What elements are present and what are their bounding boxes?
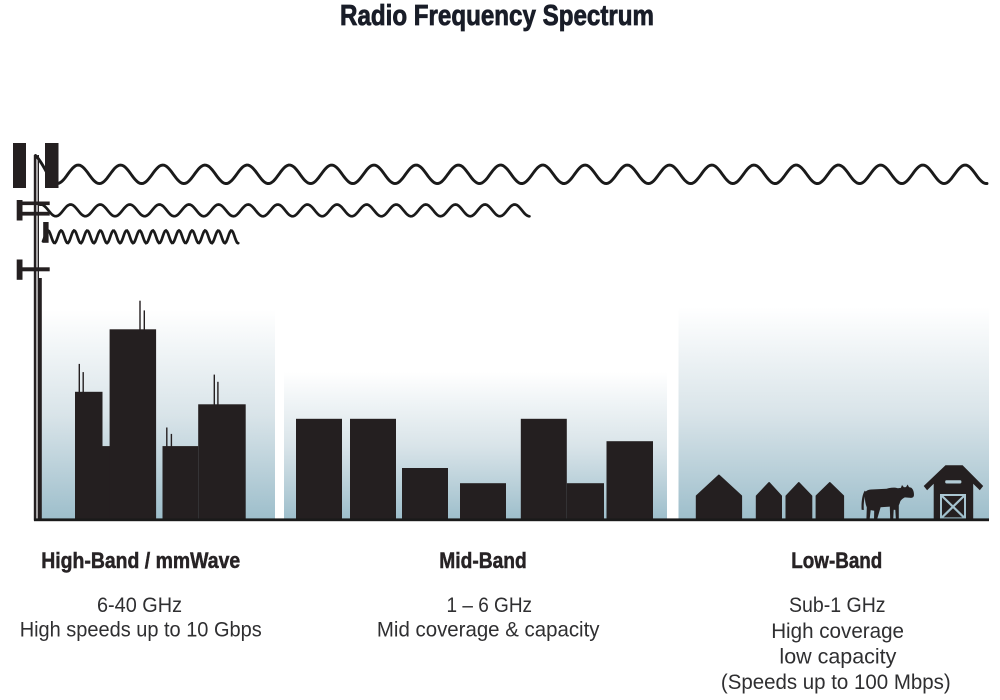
svg-text:Low-Band: Low-Band	[791, 548, 882, 573]
svg-text:Sub-1 GHz: Sub-1 GHz	[789, 594, 886, 617]
svg-text:Radio Frequency Spectrum: Radio Frequency Spectrum	[340, 0, 654, 32]
svg-text:Mid-Band: Mid-Band	[439, 548, 527, 573]
svg-text:High coverage: High coverage	[771, 620, 904, 643]
svg-text:High speeds up to 10 Gbps: High speeds up to 10 Gbps	[20, 619, 262, 642]
svg-text:High-Band / mmWave: High-Band / mmWave	[41, 548, 240, 573]
svg-text:(Speeds up to 100 Mbps): (Speeds up to 100 Mbps)	[721, 671, 951, 694]
svg-text:6-40 GHz: 6-40 GHz	[97, 594, 182, 617]
svg-text:1 – 6 GHz: 1 – 6 GHz	[447, 594, 533, 617]
svg-text:low capacity: low capacity	[779, 645, 896, 668]
svg-text:Mid coverage & capacity: Mid coverage & capacity	[377, 619, 600, 642]
